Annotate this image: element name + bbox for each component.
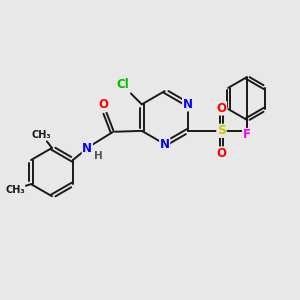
Text: Cl: Cl	[116, 78, 129, 91]
Text: O: O	[98, 98, 109, 111]
Text: N: N	[183, 98, 193, 111]
Text: CH₃: CH₃	[5, 185, 25, 195]
Text: F: F	[243, 128, 250, 142]
Text: O: O	[217, 102, 226, 115]
Text: O: O	[217, 147, 226, 160]
Text: S: S	[217, 124, 226, 137]
Text: CH₃: CH₃	[32, 130, 52, 140]
Text: N: N	[160, 138, 170, 151]
Text: H: H	[94, 152, 103, 161]
Text: N: N	[82, 142, 92, 155]
